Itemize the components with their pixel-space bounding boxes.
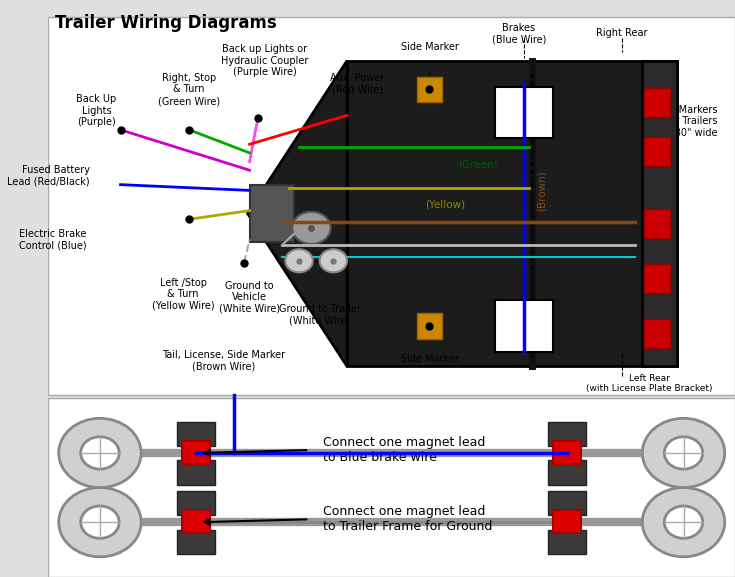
Bar [495, 87, 553, 138]
Bar [642, 61, 677, 366]
Text: Brakes
(Blue Wire): Brakes (Blue Wire) [492, 23, 546, 44]
Text: Right Rear: Right Rear [596, 28, 648, 39]
Bar [548, 460, 586, 485]
Bar [250, 185, 294, 242]
Circle shape [59, 418, 141, 488]
Bar [645, 88, 670, 117]
Bar [177, 460, 215, 485]
Bar [548, 530, 586, 554]
Circle shape [59, 488, 141, 557]
Bar [49, 398, 735, 577]
Bar [417, 77, 442, 102]
Circle shape [664, 437, 703, 469]
Text: Left /Stop
& Turn
(Yellow Wire): Left /Stop & Turn (Yellow Wire) [151, 278, 215, 311]
Circle shape [642, 418, 725, 488]
Bar [177, 422, 215, 446]
Bar [417, 313, 442, 339]
Circle shape [320, 249, 347, 272]
Text: Trailer Wiring Diagrams: Trailer Wiring Diagrams [55, 14, 277, 32]
Text: (Brown): (Brown) [537, 170, 546, 211]
Bar [645, 137, 670, 166]
Text: Connect one magnet lead
to Blue brake wire: Connect one magnet lead to Blue brake wi… [323, 436, 485, 464]
Polygon shape [248, 61, 347, 366]
Bar [49, 17, 735, 395]
Circle shape [81, 437, 119, 469]
Text: Back Up
Lights
(Purple): Back Up Lights (Purple) [76, 94, 117, 128]
Text: (Yellow): (Yellow) [426, 200, 465, 210]
Bar [177, 530, 215, 554]
Circle shape [293, 212, 331, 244]
Bar [645, 209, 670, 238]
Bar [347, 61, 677, 366]
Text: Back up Lights or
Hydraulic Coupler
(Purple Wire): Back up Lights or Hydraulic Coupler (Pur… [221, 44, 309, 77]
Bar [177, 491, 215, 515]
Text: Ground to Trailer
(White Wire): Ground to Trailer (White Wire) [279, 304, 360, 325]
Bar [548, 491, 586, 515]
Bar [553, 441, 581, 464]
Text: Fused Battery
Lead (Red/Black): Fused Battery Lead (Red/Black) [7, 165, 90, 187]
Circle shape [664, 506, 703, 538]
Text: Rear Markers
for Trailers
over 80" wide: Rear Markers for Trailers over 80" wide [650, 104, 718, 138]
Bar [182, 441, 209, 464]
Text: Right, Stop
& Turn
(Green Wire): Right, Stop & Turn (Green Wire) [158, 73, 220, 106]
Bar [182, 510, 209, 533]
Text: Connect one magnet lead
to Trailer Frame for Ground: Connect one magnet lead to Trailer Frame… [323, 505, 492, 533]
Circle shape [285, 249, 313, 272]
Circle shape [642, 488, 725, 557]
Text: Side Marker: Side Marker [401, 354, 459, 364]
Text: Tail, License, Side Marker
(Brown Wire): Tail, License, Side Marker (Brown Wire) [162, 350, 285, 372]
Bar [645, 264, 670, 293]
Text: (Green): (Green) [458, 159, 498, 170]
Bar [553, 510, 581, 533]
Bar [495, 300, 553, 352]
Text: Side Marker: Side Marker [401, 42, 459, 53]
Bar [645, 319, 670, 348]
Text: Aux. Power
(Red Wire): Aux. Power (Red Wire) [330, 73, 384, 95]
Text: Electric Brake
Control (Blue): Electric Brake Control (Blue) [18, 228, 86, 250]
Circle shape [81, 506, 119, 538]
Text: Left Rear
(with License Plate Bracket): Left Rear (with License Plate Bracket) [586, 374, 712, 394]
Text: Ground to
Vehicle
(White Wire): Ground to Vehicle (White Wire) [219, 280, 280, 314]
Bar [548, 422, 586, 446]
